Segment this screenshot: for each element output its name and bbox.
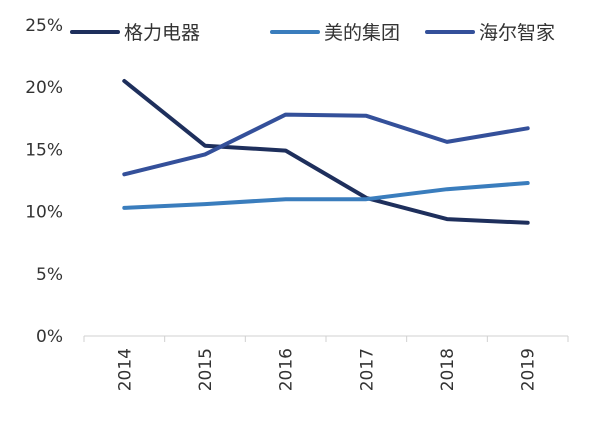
x-tick-label: 2017 [357,348,377,391]
legend: 格力电器 美的集团 海尔智家 [70,22,555,44]
y-tick-label: 0% [36,327,63,347]
y-tick-label: 10% [25,203,63,223]
y-tick-label: 15% [25,140,63,160]
x-tick-label: 2018 [438,348,458,391]
legend-label: 美的集团 [324,22,400,44]
legend-label: 格力电器 [124,22,200,44]
series-line-2 [122,181,530,210]
x-tick-label: 2015 [196,348,216,391]
y-tick-label: 5% [36,265,63,285]
x-tick-label: 2016 [277,348,297,391]
y-tick-label: 20% [25,78,63,98]
y-axis: 0% 5% 10% 15% 20% 25% [25,16,63,347]
legend-label: 海尔智家 [479,22,555,44]
x-axis: 2014 2015 2016 2017 2018 2019 [83,335,569,391]
x-tick-label: 2019 [519,348,539,391]
plot-area [122,79,530,225]
series-line-3 [122,112,530,177]
series-line-1 [122,79,530,225]
y-tick-label: 25% [25,16,63,36]
x-tick-label: 2014 [115,348,135,391]
